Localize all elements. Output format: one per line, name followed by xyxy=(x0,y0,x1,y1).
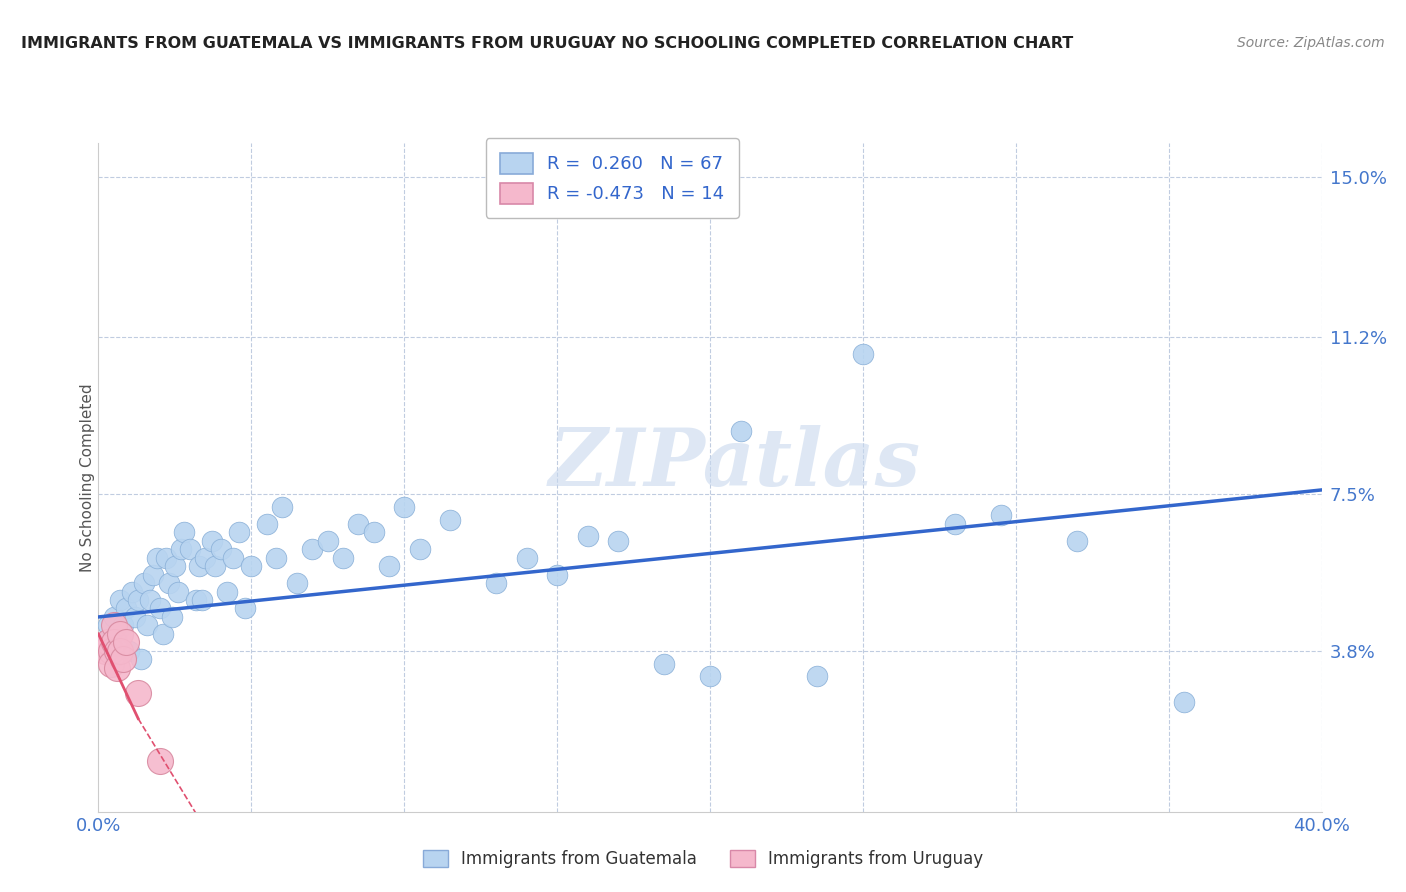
Point xyxy=(408,542,430,557)
Point xyxy=(200,533,222,548)
Point xyxy=(118,644,141,658)
Point xyxy=(105,627,128,641)
Point xyxy=(270,500,292,514)
Point xyxy=(115,635,138,649)
Point xyxy=(485,576,508,591)
Point xyxy=(194,550,217,565)
Point xyxy=(145,550,167,565)
Point xyxy=(730,424,752,438)
Point xyxy=(97,618,120,632)
Point xyxy=(191,593,214,607)
Point xyxy=(111,618,134,632)
Point xyxy=(228,525,250,540)
Point xyxy=(607,533,630,548)
Point xyxy=(160,610,183,624)
Point xyxy=(347,516,370,531)
Point xyxy=(152,627,174,641)
Point xyxy=(392,500,416,514)
Point xyxy=(157,576,180,591)
Text: ZIPatlas: ZIPatlas xyxy=(548,425,921,502)
Point xyxy=(652,657,675,671)
Point xyxy=(100,657,122,671)
Point xyxy=(93,644,115,658)
Point xyxy=(111,652,134,666)
Point xyxy=(108,644,131,658)
Point xyxy=(256,516,278,531)
Point xyxy=(100,644,122,658)
Point xyxy=(546,567,568,582)
Point xyxy=(108,627,131,641)
Point xyxy=(149,601,172,615)
Point xyxy=(129,652,152,666)
Point xyxy=(363,525,385,540)
Point xyxy=(103,610,125,624)
Point xyxy=(1066,533,1088,548)
Point xyxy=(285,576,308,591)
Point xyxy=(173,525,195,540)
Point xyxy=(127,686,149,700)
Point xyxy=(378,559,401,574)
Point xyxy=(264,550,287,565)
Legend: Immigrants from Guatemala, Immigrants from Uruguay: Immigrants from Guatemala, Immigrants fr… xyxy=(416,843,990,875)
Point xyxy=(990,508,1012,523)
Point xyxy=(121,584,143,599)
Point xyxy=(301,542,323,557)
Point xyxy=(108,593,131,607)
Point xyxy=(316,533,339,548)
Point xyxy=(149,754,172,768)
Point xyxy=(188,559,211,574)
Point xyxy=(105,644,128,658)
Point xyxy=(134,576,156,591)
Point xyxy=(233,601,256,615)
Point xyxy=(103,635,125,649)
Point xyxy=(139,593,162,607)
Point xyxy=(179,542,201,557)
Point xyxy=(215,584,238,599)
Point xyxy=(167,584,190,599)
Point xyxy=(439,512,461,526)
Point xyxy=(127,593,149,607)
Point xyxy=(943,516,966,531)
Point xyxy=(163,559,186,574)
Point xyxy=(204,559,226,574)
Y-axis label: No Schooling Completed: No Schooling Completed xyxy=(80,383,94,572)
Point xyxy=(332,550,354,565)
Point xyxy=(97,635,120,649)
Point xyxy=(209,542,232,557)
Text: Source: ZipAtlas.com: Source: ZipAtlas.com xyxy=(1237,36,1385,50)
Point xyxy=(1173,695,1195,709)
Text: IMMIGRANTS FROM GUATEMALA VS IMMIGRANTS FROM URUGUAY NO SCHOOLING COMPLETED CORR: IMMIGRANTS FROM GUATEMALA VS IMMIGRANTS … xyxy=(21,36,1073,51)
Point xyxy=(806,669,828,683)
Point xyxy=(115,601,138,615)
Point xyxy=(155,550,177,565)
Point xyxy=(222,550,245,565)
Point xyxy=(136,618,159,632)
Legend: R =  0.260   N = 67, R = -0.473   N = 14: R = 0.260 N = 67, R = -0.473 N = 14 xyxy=(485,138,738,218)
Point xyxy=(124,610,146,624)
Point xyxy=(576,529,599,543)
Point xyxy=(240,559,263,574)
Point xyxy=(186,593,208,607)
Point xyxy=(100,644,122,658)
Point xyxy=(170,542,193,557)
Point xyxy=(699,669,721,683)
Point xyxy=(516,550,538,565)
Point xyxy=(142,567,165,582)
Point xyxy=(93,635,115,649)
Point xyxy=(103,618,125,632)
Point xyxy=(105,661,128,675)
Point xyxy=(852,347,875,361)
